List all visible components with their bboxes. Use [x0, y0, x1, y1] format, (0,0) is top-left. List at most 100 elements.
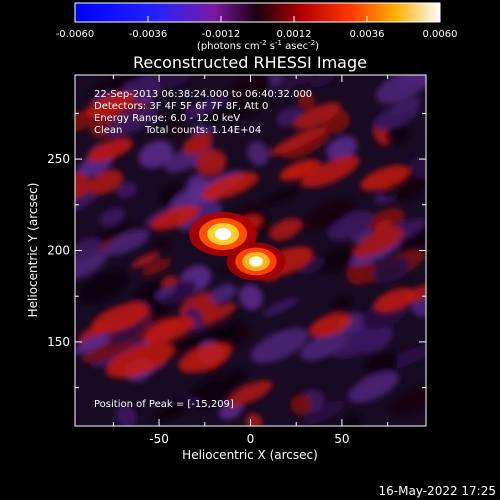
- emission-region: [178, 343, 232, 373]
- y-tick-label: 250: [47, 152, 70, 166]
- y-tick-label: 150: [47, 335, 70, 349]
- heatmap-texture: [331, 327, 382, 359]
- colorbar-unit-label: (photons cm-2 s-1 asec-2): [197, 39, 319, 52]
- heatmap-image: [75, 75, 426, 426]
- heatmap-texture: [299, 257, 326, 275]
- heatmap-texture: [373, 101, 420, 131]
- heatmap-texture: [300, 155, 359, 187]
- heatmap-texture: [166, 121, 189, 138]
- heatmap-texture: [75, 247, 109, 280]
- heatmap-texture: [352, 228, 404, 258]
- heatmap-texture: [99, 208, 125, 227]
- heatmap-texture: [290, 394, 312, 415]
- emission-region: [91, 302, 149, 334]
- heatmap-texture: [157, 280, 197, 305]
- footer-date: 16-May-2022 17:25: [379, 484, 496, 498]
- emission-region: [360, 165, 410, 191]
- heatmap-texture: [262, 297, 299, 317]
- heatmap-texture: [109, 330, 139, 347]
- heatmap-texture: [75, 189, 98, 214]
- heatmap-texture: [247, 141, 269, 166]
- heatmap-texture: [105, 229, 150, 256]
- heatmap-texture: [116, 182, 137, 199]
- heatmap-texture: [228, 75, 269, 99]
- heatmap-texture: [299, 331, 348, 361]
- heatmap-texture: [348, 371, 399, 403]
- heatmap-texture: [327, 210, 374, 241]
- heatmap-texture: [227, 380, 273, 407]
- peak-core: [215, 228, 232, 241]
- heatmap-texture: [196, 148, 227, 177]
- heatmap-texture: [269, 218, 302, 241]
- colorbar: [74, 2, 441, 23]
- y-axis-label: Heliocentric Y (arcsec): [26, 183, 40, 318]
- heatmap-texture: [340, 413, 362, 426]
- heatmap-texture: [115, 404, 137, 426]
- colorbar-tick-label-5: 0.0060: [423, 29, 458, 40]
- heatmap-texture: [92, 339, 146, 368]
- colorbar-tick-label-4: 0.0036: [350, 29, 385, 40]
- heatmap-texture: [301, 198, 355, 231]
- heatmap-texture: [316, 247, 356, 273]
- heatmap-texture: [397, 75, 426, 90]
- emission-region: [201, 172, 259, 200]
- heatmap-texture: [410, 156, 426, 180]
- annotation-peak-position: Position of Peak = [-15,209]: [94, 399, 234, 410]
- axis-ticks: [75, 75, 426, 426]
- emission-region: [279, 159, 321, 181]
- emission-region: [87, 138, 133, 162]
- heatmap-texture: [167, 111, 188, 126]
- annotation-energy: Energy Range: 6.0 - 12.0 keV: [94, 113, 240, 124]
- heatmap-texture: [330, 296, 352, 312]
- colorbar-tick-label-1: -0.0036: [129, 29, 168, 40]
- annotation-detectors: Detectors: 3F 4F 5F 6F 7F 8F, Att 0: [94, 101, 268, 112]
- emission-region: [374, 287, 416, 313]
- x-tick-label: -50: [149, 432, 169, 446]
- heatmap-texture: [75, 333, 110, 355]
- heatmap-texture: [142, 258, 172, 276]
- chart-title: Reconstructed RHESSI Image: [133, 53, 367, 72]
- heatmap-texture: [88, 169, 124, 195]
- heatmap-texture: [293, 102, 341, 130]
- heatmap-texture: [372, 255, 411, 284]
- colorbar-tick-label-0: -0.0060: [56, 29, 95, 40]
- heatmap-texture: [326, 136, 358, 161]
- heatmap-texture: [105, 106, 157, 138]
- heatmap-texture: [346, 259, 376, 285]
- heatmap-texture: [131, 252, 160, 268]
- x-tick-label: 0: [247, 432, 255, 446]
- heatmap-texture: [364, 351, 398, 378]
- heatmap-texture: [75, 172, 91, 199]
- x-tick-label: 50: [334, 432, 349, 446]
- heatmap-texture: [245, 413, 263, 426]
- heatmap-texture: [154, 286, 176, 299]
- emission-region: [150, 205, 200, 231]
- colorbar-tick-label-2: -0.0012: [202, 29, 241, 40]
- heatmap-texture: [297, 91, 315, 111]
- heatmap-texture: [136, 284, 157, 301]
- heatmap-texture: [303, 400, 345, 425]
- heatmap-texture: [396, 219, 426, 251]
- colorbar-tick-label-3: 0.0012: [277, 29, 312, 40]
- heatmap-texture: [310, 75, 337, 88]
- heatmap-texture: [269, 126, 327, 156]
- heatmap-texture: [153, 238, 172, 251]
- heatmap-texture: [261, 185, 304, 207]
- emission-region: [309, 312, 351, 338]
- heatmap-texture: [201, 102, 243, 129]
- heatmap-texture: [386, 341, 426, 370]
- heatmap-texture: [75, 237, 103, 262]
- heatmap-texture: [209, 283, 237, 304]
- heatmap-texture: [94, 75, 144, 93]
- emission-region: [85, 92, 135, 118]
- annotation-clean: Clean: [94, 125, 122, 136]
- emission-region: [145, 317, 195, 343]
- peak-core: [249, 256, 263, 267]
- heatmap-texture: [388, 384, 426, 417]
- annotation-total-counts: Total counts: 1.14E+04: [144, 125, 261, 136]
- heatmap-texture: [76, 269, 129, 304]
- heatmap-texture: [239, 284, 263, 310]
- annotation-time-range: 22-Sep-2013 06:38:24.000 to 06:40:32.000: [94, 89, 312, 100]
- heatmap-texture: [374, 219, 393, 233]
